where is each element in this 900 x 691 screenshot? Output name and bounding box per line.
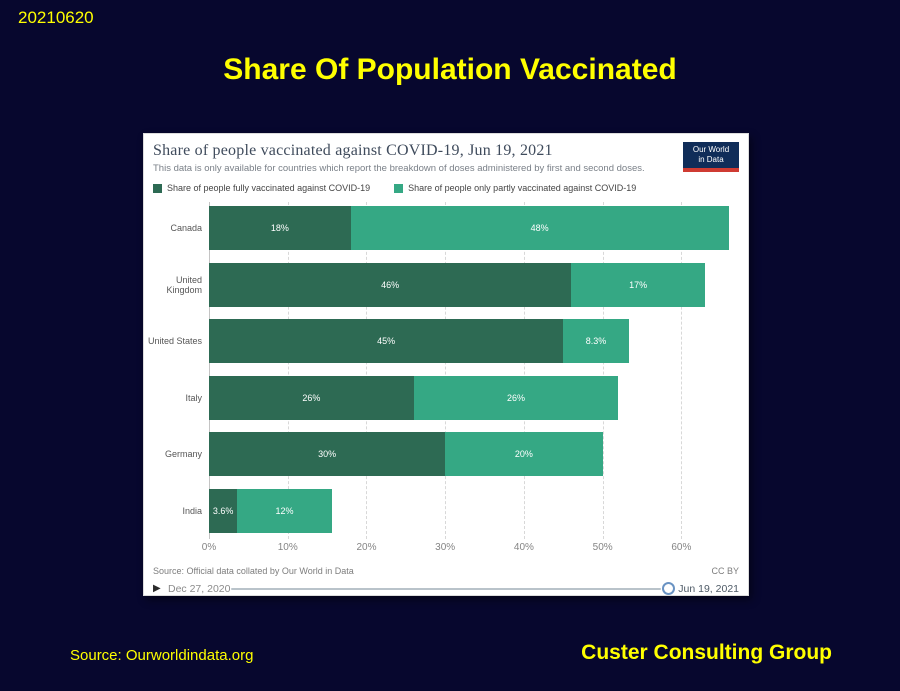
gridline [681, 202, 683, 539]
timeline-end-date: Jun 19, 2021 [678, 583, 739, 595]
country-label: Germany [164, 449, 202, 459]
bar-segment: 12% [237, 488, 332, 533]
date-code: 20210620 [18, 8, 94, 27]
gridline [523, 202, 525, 539]
owid-logo[interactable]: Our World in Data [683, 142, 739, 172]
bar-row: Canada 18% 48% [144, 206, 748, 250]
x-tick-label: 30% [435, 542, 456, 553]
legend-label: Share of people fully vaccinated against… [167, 183, 371, 193]
chart-license: CC BY [711, 566, 739, 576]
x-tick-label: 50% [592, 542, 613, 553]
gridline [366, 202, 368, 539]
chart-source-row: Source: Official data collated by Our Wo… [153, 566, 739, 576]
x-tick-label: 60% [671, 542, 692, 553]
country-label: United Kingdom [166, 274, 202, 295]
stacked-bar: 46% 17% [209, 262, 705, 307]
x-tick-label: 20% [356, 542, 377, 553]
country-label: United States [147, 336, 202, 346]
stacked-bar: 45% 8.3% [209, 319, 629, 363]
bar-row: Italy 26% 26% [144, 375, 748, 420]
stacked-bar: 30% 20% [209, 432, 603, 476]
timeline-track[interactable] [231, 588, 661, 590]
bar-segment: 17% [571, 262, 705, 307]
x-tick-label: 40% [513, 542, 534, 553]
x-tick-label: 10% [277, 542, 298, 553]
bar-row: India 3.6% 12% [144, 488, 748, 533]
gridline [209, 202, 210, 539]
page-title: Share Of Population Vaccinated [223, 53, 677, 86]
legend-label: Share of people only partly vaccinated a… [408, 183, 637, 193]
bar-segment: 8.3% [563, 319, 629, 363]
bar-segment: 45% [209, 319, 564, 363]
play-icon[interactable]: ▶ [153, 583, 161, 594]
bar-segment: 48% [350, 206, 729, 250]
stacked-bar: 18% 48% [209, 206, 729, 250]
legend-swatch-icon [153, 183, 162, 193]
footer-company: Custer Consulting Group [581, 641, 832, 664]
country-label: India [182, 505, 202, 516]
stacked-bar: 3.6% 12% [209, 488, 332, 533]
owid-logo-line1: Our World [692, 145, 730, 154]
legend-item: Share of people fully vaccinated against… [153, 183, 370, 193]
timeline: ▶ Dec 27, 2020 Jun 19, 2021 [153, 582, 739, 597]
owid-chart-panel: Share of people vaccinated against COVID… [143, 133, 749, 596]
bar-row: United Kingdom 46% 17% [144, 262, 748, 307]
owid-logo-line2: in Data [698, 155, 724, 165]
x-tick-label: 0% [201, 542, 217, 553]
chart-legend: Share of people fully vaccinated against… [153, 183, 636, 193]
bar-segment: 46% [209, 262, 572, 307]
bar-segment: 26% [413, 375, 619, 420]
bar-segment: 30% [209, 432, 446, 476]
legend-item: Share of people only partly vaccinated a… [394, 183, 636, 193]
chart-subtitle: This data is only available for countrie… [153, 163, 645, 174]
legend-swatch-icon [394, 183, 404, 193]
gridline [445, 202, 447, 539]
bar-segment: 26% [209, 375, 414, 420]
timeline-slider-handle[interactable] [662, 582, 675, 595]
plot-area: Canada 18% 48% United Kingdom 46% 17% United S… [144, 202, 748, 539]
footer-source: Source: Ourworldindata.org [70, 647, 254, 664]
bar-row: Germany 30% 20% [144, 432, 748, 476]
timeline-start-date: Dec 27, 2020 [168, 583, 231, 595]
bar-segment: 3.6% [209, 488, 238, 533]
bar-row: United States 45% 8.3% [144, 319, 748, 363]
country-label: Italy [185, 392, 202, 403]
stacked-bar: 26% 26% [209, 375, 619, 420]
gridline [287, 202, 289, 539]
country-label: Canada [170, 223, 202, 233]
bar-segment: 18% [209, 206, 351, 250]
chart-title: Share of people vaccinated against COVID… [153, 142, 553, 159]
x-axis: 0% 10% 20% 30% 40% 50% 60% [144, 542, 748, 556]
gridline [602, 202, 604, 539]
chart-source: Source: Official data collated by Our Wo… [153, 566, 354, 576]
bar-segment: 20% [445, 432, 603, 476]
